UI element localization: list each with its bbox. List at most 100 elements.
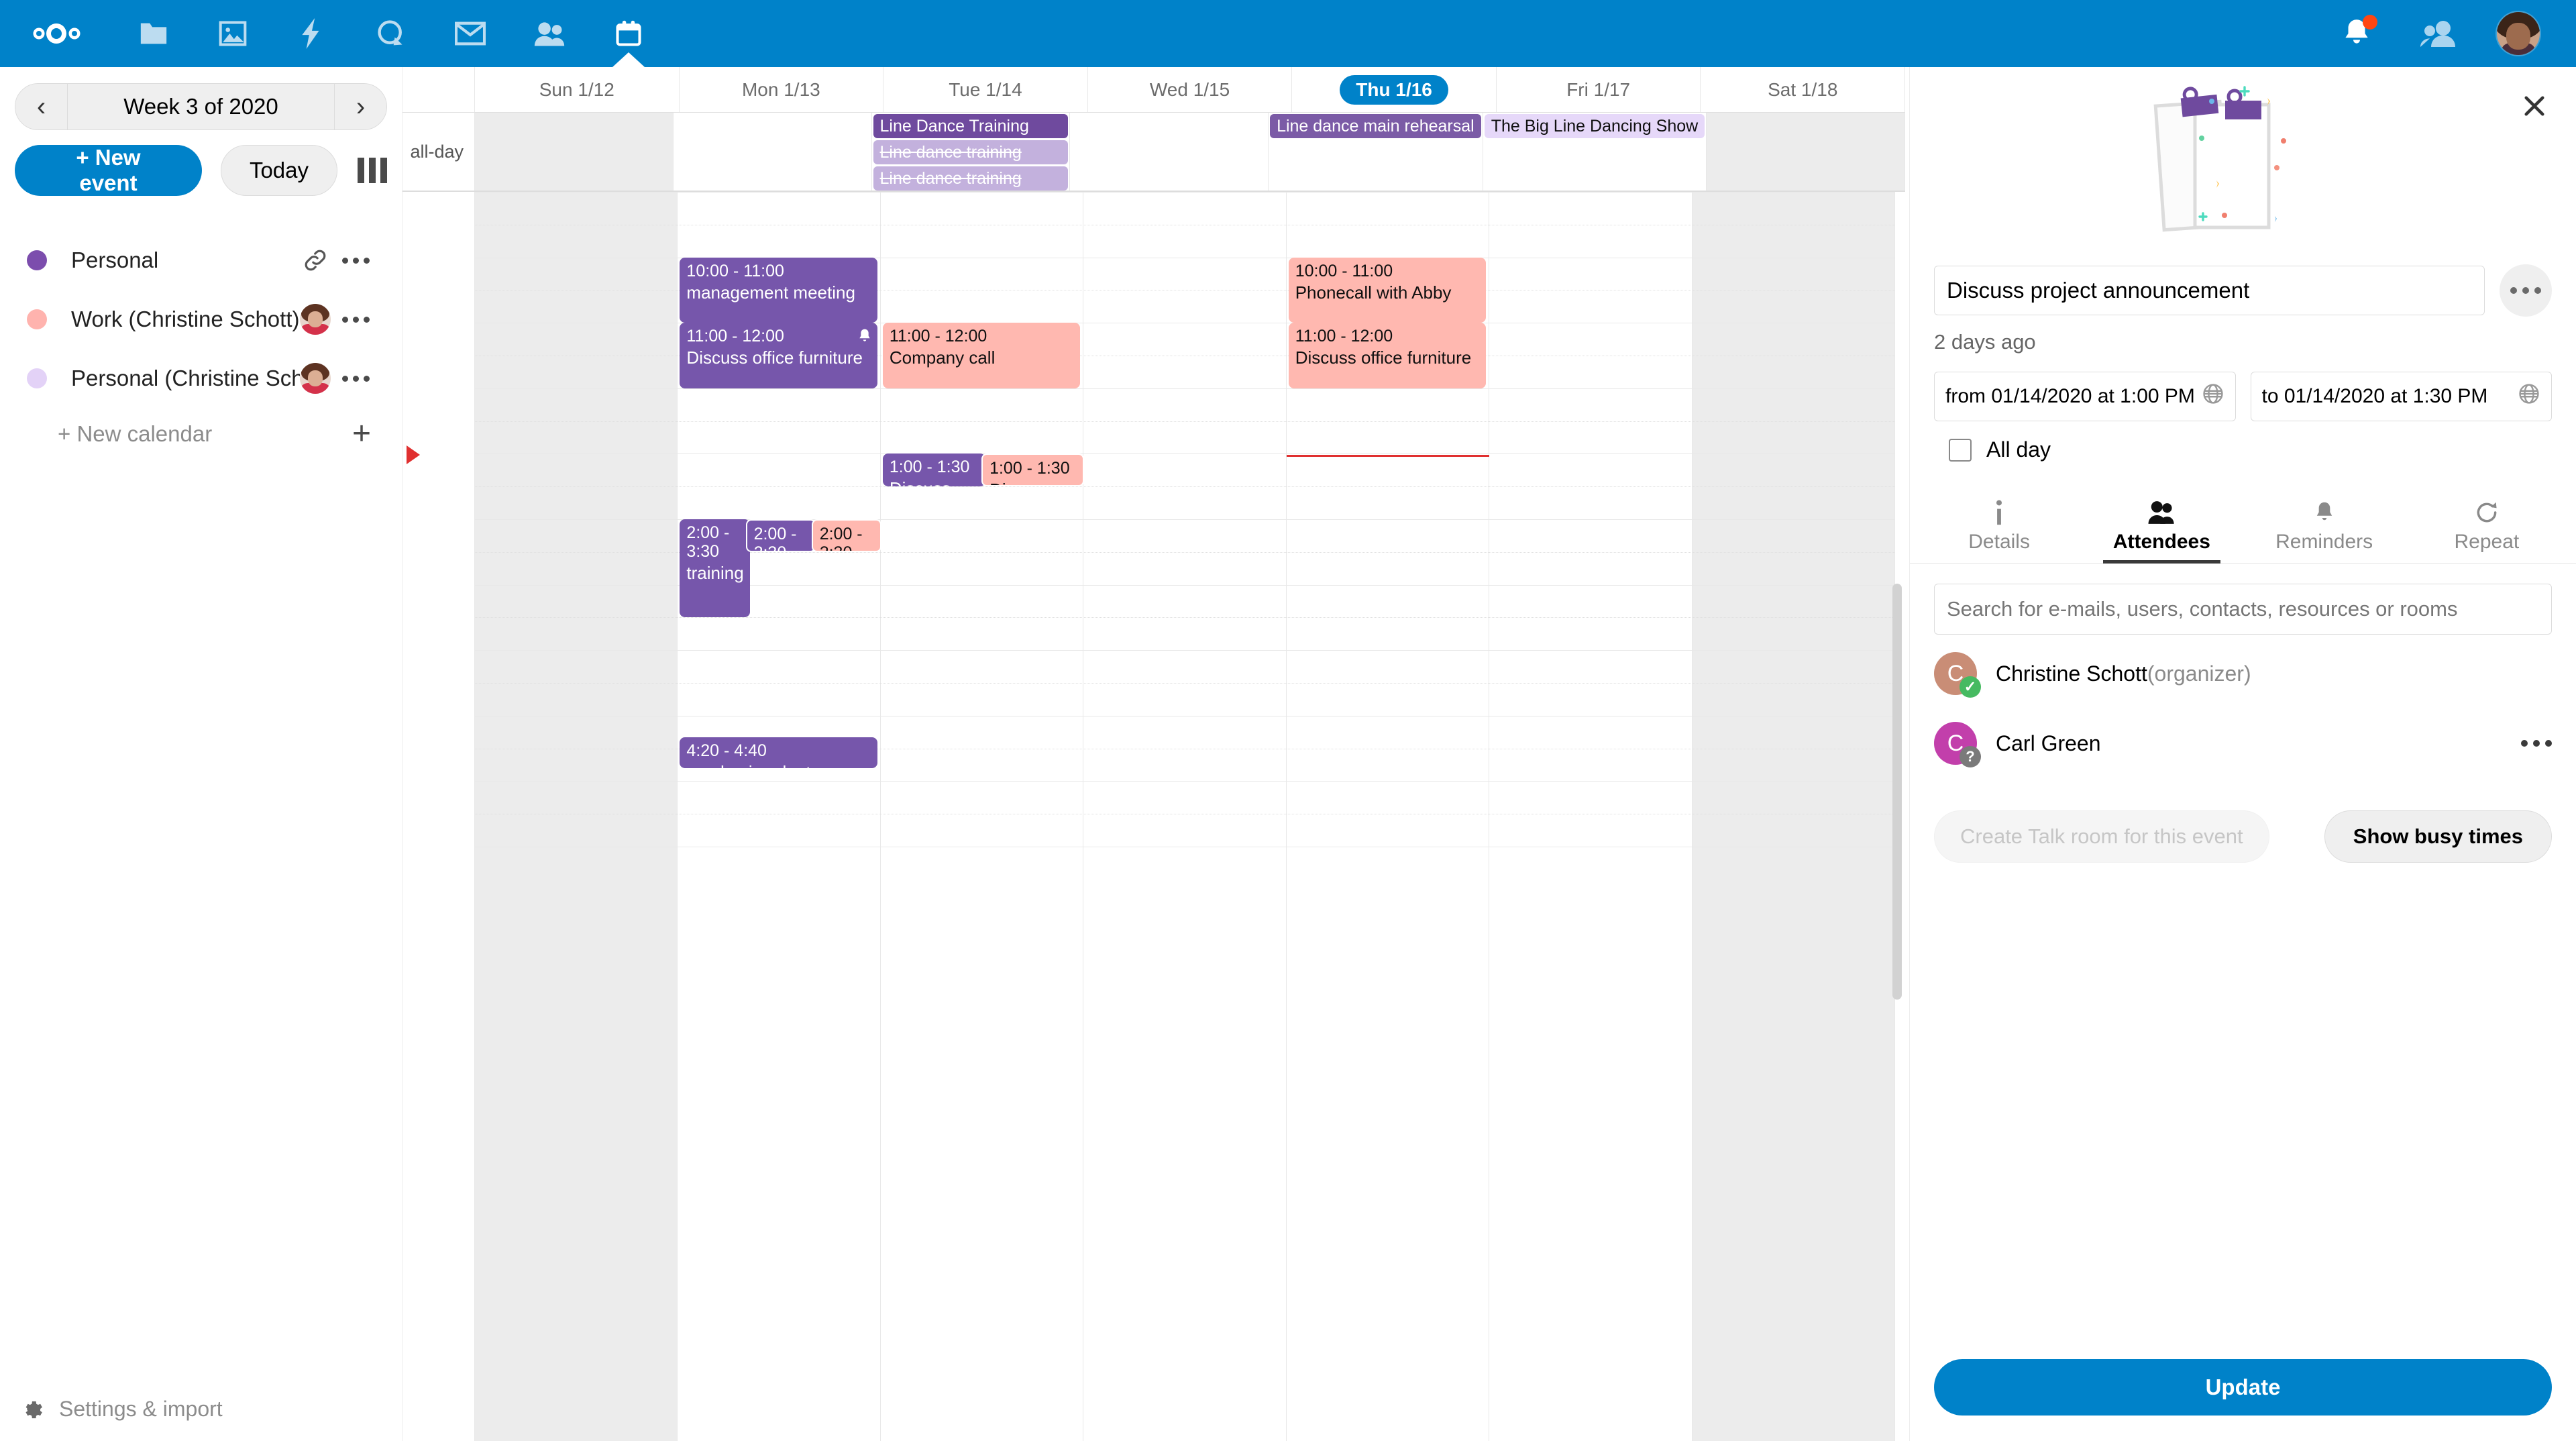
all-day-cell-3[interactable]	[1070, 113, 1269, 191]
top-bar	[0, 0, 2576, 67]
contacts-menu-button[interactable]	[2398, 0, 2478, 67]
nav-talk[interactable]	[352, 0, 431, 67]
nav-activity[interactable]	[272, 0, 352, 67]
calendar-event[interactable]: 2:00 - 2:30check-in	[745, 519, 816, 552]
tab-attendees[interactable]: Attendees	[2080, 488, 2243, 564]
nav-contacts[interactable]	[510, 0, 589, 67]
event-title: Company call	[889, 348, 996, 368]
plus-icon[interactable]: +	[352, 416, 371, 451]
attendee-search-input[interactable]: Search for e-mails, users, contacts, res…	[1934, 584, 2552, 635]
show-busy-times-button[interactable]: Show busy times	[2324, 810, 2552, 863]
all-day-event[interactable]: The Big Line Dancing Show	[1484, 114, 1705, 138]
app-nav	[0, 0, 668, 67]
avatar	[2497, 12, 2540, 55]
day-column-3[interactable]	[1083, 192, 1287, 1441]
calendar-item-work[interactable]: Work (Christine Schott)	[0, 290, 402, 349]
day-column-4[interactable]	[1287, 192, 1490, 1441]
day-header-4[interactable]: Thu 1/16	[1292, 67, 1497, 112]
nav-photos[interactable]	[193, 0, 272, 67]
shared-by-avatar	[300, 363, 331, 394]
event-end-input[interactable]: to 01/14/2020 at 1:30 PM	[2250, 372, 2552, 421]
day-column-1[interactable]	[678, 192, 881, 1441]
day-column-6[interactable]	[1692, 192, 1895, 1441]
attendee-row-guest[interactable]: C ? Carl Green	[1910, 712, 2576, 774]
calendar-scroll-area[interactable]: 9am9:30am10am10:30am11am11:30am12pm12:30…	[402, 192, 1905, 1441]
calendar-item-personal[interactable]: Personal	[0, 231, 402, 290]
all-day-cell-1[interactable]	[674, 113, 872, 191]
attendee-status-badge: ✓	[1960, 676, 1981, 698]
create-talk-room-button[interactable]: Create Talk room for this event	[1934, 810, 2269, 863]
nav-calendar[interactable]	[589, 0, 668, 67]
event-time: 2:00 - 2:30	[819, 525, 863, 551]
calendar-menu-button[interactable]	[340, 375, 371, 382]
all-day-cell-0[interactable]	[475, 113, 674, 191]
all-day-event[interactable]: Line dance main rehearsal	[1270, 114, 1481, 138]
new-event-button[interactable]: + New event	[15, 145, 202, 196]
day-header-1[interactable]: Mon 1/13	[680, 67, 884, 112]
all-day-event[interactable]: Line Dance Training	[873, 114, 1069, 138]
all-day-cell-5[interactable]: The Big Line Dancing Show	[1483, 113, 1707, 191]
all-day-cell-2[interactable]: Line Dance Training Line dance training Li…	[872, 113, 1071, 191]
calendar-event[interactable]: 10:00 - 11:00 Phonecall with Abby	[1288, 257, 1487, 323]
today-button[interactable]: Today	[220, 145, 337, 196]
calendar-scrollbar[interactable]	[1892, 584, 1902, 1000]
next-week-button[interactable]: ›	[334, 84, 386, 129]
day-header-6[interactable]: Sat 1/18	[1701, 67, 1905, 112]
new-calendar-button[interactable]: + New calendar +	[0, 408, 402, 460]
settings-import-button[interactable]: Settings & import	[0, 1377, 402, 1441]
active-app-pointer	[612, 52, 645, 67]
day-header-3[interactable]: Wed 1/15	[1088, 67, 1293, 112]
all-day-event[interactable]: Line dance training	[873, 166, 1069, 191]
tab-label: Repeat	[2454, 531, 2520, 553]
all-day-checkbox[interactable]	[1949, 438, 1972, 462]
update-button[interactable]: Update	[1934, 1359, 2552, 1416]
calendar-event[interactable]: 1:00 - 1:30 Discuss project announcement	[882, 453, 986, 487]
attendee-row-organizer[interactable]: C ✓ Christine Schott(organizer)	[1910, 643, 2576, 704]
calendar-event[interactable]: 11:00 - 12:00 Company call	[882, 323, 1081, 388]
all-day-cell-4[interactable]: Line dance main rehearsal	[1269, 113, 1483, 191]
event-start-input[interactable]: from 01/14/2020 at 1:00 PM	[1934, 372, 2236, 421]
day-column-0[interactable]	[475, 192, 678, 1441]
nav-mail[interactable]	[431, 0, 510, 67]
calendar-menu-button[interactable]	[340, 316, 371, 323]
event-time: 2:00 - 2:30	[753, 525, 797, 551]
grid-line	[402, 486, 1895, 488]
day-header-0[interactable]: Sun 1/12	[475, 67, 680, 112]
day-header-5[interactable]: Fri 1/17	[1497, 67, 1701, 112]
day-header-2[interactable]: Tue 1/14	[883, 67, 1088, 112]
talk-icon	[378, 20, 402, 46]
calendar-event[interactable]: 1:00 - 1:30 Discuss project	[981, 453, 1085, 487]
attendee-menu-button[interactable]	[2521, 740, 2552, 747]
nav-files[interactable]	[114, 0, 193, 67]
globe-icon[interactable]	[2202, 382, 2224, 411]
nextcloud-logo[interactable]	[0, 0, 114, 67]
day-column-5[interactable]	[1489, 192, 1693, 1441]
calendar-event[interactable]: 11:00 - 12:00 Discuss office furniture	[680, 323, 877, 388]
calendar-event[interactable]: 11:00 - 12:00 Discuss office furniture	[1288, 323, 1487, 388]
link-icon[interactable]	[300, 245, 331, 276]
event-title-input[interactable]: Discuss project announcement	[1934, 266, 2485, 315]
current-week-label: Week 3 of 2020	[68, 84, 334, 129]
day-column-2[interactable]	[881, 192, 1084, 1441]
event-time: 2:00 - 3:30	[686, 523, 730, 561]
event-actions-menu[interactable]	[2500, 264, 2552, 317]
all-day-event[interactable]: Line dance training	[873, 140, 1069, 164]
tab-label: Attendees	[2112, 531, 2210, 553]
columns-view-icon[interactable]	[358, 158, 387, 183]
calendar-event[interactable]: 10:00 - 11:00 management meeting	[680, 257, 877, 323]
calendar-event[interactable]: 2:00 - 3:30 training	[680, 519, 750, 618]
tab-repeat[interactable]: Repeat	[2406, 488, 2568, 563]
calendar-event[interactable]: 2:00 - 2:30check-in	[811, 519, 881, 552]
all-day-cell-6[interactable]	[1707, 113, 1905, 191]
prev-week-button[interactable]: ‹	[15, 84, 68, 129]
calendar-item-personal-shared[interactable]: Personal (Christine Scho...	[0, 349, 402, 408]
close-icon[interactable]	[2516, 87, 2553, 125]
calendar-menu-button[interactable]	[340, 257, 371, 264]
user-menu-button[interactable]	[2478, 0, 2559, 67]
globe-icon[interactable]	[2518, 382, 2540, 411]
tab-reminders[interactable]: Reminders	[2243, 488, 2406, 563]
calendar-event[interactable]: 4:20 - 4:40 purchasing dept	[680, 737, 877, 769]
notifications-button[interactable]	[2317, 0, 2398, 67]
activity-icon	[302, 18, 319, 49]
tab-details[interactable]: Details	[1918, 488, 2080, 563]
